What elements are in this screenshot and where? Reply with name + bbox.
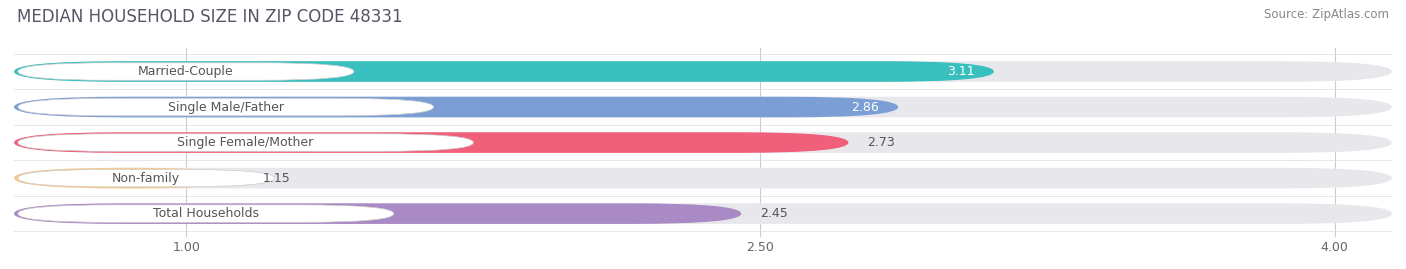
- FancyBboxPatch shape: [14, 168, 1392, 188]
- FancyBboxPatch shape: [14, 97, 1392, 117]
- FancyBboxPatch shape: [18, 98, 433, 116]
- Text: Source: ZipAtlas.com: Source: ZipAtlas.com: [1264, 8, 1389, 21]
- Text: Single Male/Father: Single Male/Father: [167, 101, 284, 114]
- FancyBboxPatch shape: [18, 63, 354, 80]
- FancyBboxPatch shape: [14, 61, 1392, 82]
- Text: 2.45: 2.45: [761, 207, 789, 220]
- FancyBboxPatch shape: [18, 134, 474, 151]
- FancyBboxPatch shape: [14, 132, 848, 153]
- Text: Single Female/Mother: Single Female/Mother: [177, 136, 314, 149]
- Text: MEDIAN HOUSEHOLD SIZE IN ZIP CODE 48331: MEDIAN HOUSEHOLD SIZE IN ZIP CODE 48331: [17, 8, 402, 26]
- Text: 1.15: 1.15: [263, 172, 291, 185]
- Text: 2.73: 2.73: [868, 136, 896, 149]
- Text: Married-Couple: Married-Couple: [138, 65, 233, 78]
- FancyBboxPatch shape: [14, 132, 1392, 153]
- FancyBboxPatch shape: [14, 61, 994, 82]
- Text: 2.86: 2.86: [851, 101, 879, 114]
- Text: 3.11: 3.11: [948, 65, 974, 78]
- FancyBboxPatch shape: [14, 203, 1392, 224]
- FancyBboxPatch shape: [14, 203, 741, 224]
- FancyBboxPatch shape: [14, 168, 243, 188]
- Text: Total Households: Total Households: [153, 207, 259, 220]
- Text: Non-family: Non-family: [112, 172, 180, 185]
- FancyBboxPatch shape: [18, 169, 274, 187]
- FancyBboxPatch shape: [18, 205, 394, 222]
- FancyBboxPatch shape: [14, 97, 898, 117]
